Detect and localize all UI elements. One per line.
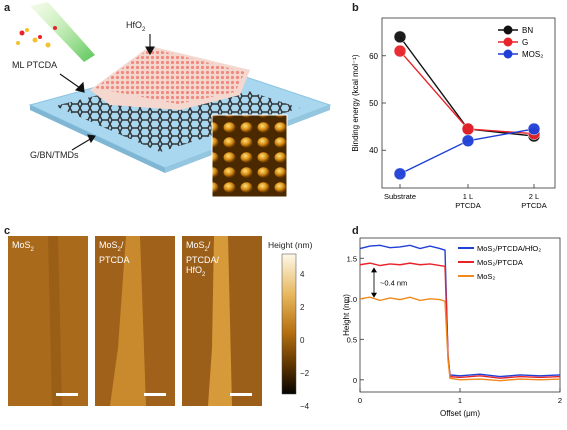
afm-image-mos2-ptcda-hfo2 xyxy=(182,236,262,406)
afm-label-2: MoS2/ PTCDA xyxy=(99,240,130,265)
legend-entry: MoS₂ xyxy=(477,272,495,281)
legend-entry: G xyxy=(522,38,528,47)
data-point xyxy=(393,44,407,58)
x-tick-label: 2 L xyxy=(529,192,539,201)
y-tick-label: 1.0 xyxy=(347,295,357,304)
afm-label-3: MoS2/ PTCDA/ HfO2 xyxy=(186,240,220,278)
data-point xyxy=(461,134,475,148)
x-tick-label: 1 xyxy=(458,396,462,405)
afm-inset-image xyxy=(211,114,288,198)
height-profile-chart: 0 0.5 1.0 1.5 0 1 2 Offset (μm) Height (nm) MoS₂/… xyxy=(342,237,562,418)
x-tick-label: PTCDA xyxy=(455,201,480,210)
series-line-0 xyxy=(399,36,535,137)
y-tick-label: 40 xyxy=(369,146,378,155)
plot-frame xyxy=(381,17,556,189)
precursor-molecules-icon xyxy=(16,26,57,48)
legend-entry: MoS₂/PTCDA/HfO₂ xyxy=(477,244,541,253)
colorbar-tick: 2 xyxy=(300,303,305,312)
data-point xyxy=(393,167,407,181)
y-tick-label: 50 xyxy=(369,99,378,108)
y-tick-label: 1.5 xyxy=(347,254,357,263)
panel-label-a: a xyxy=(4,2,11,14)
y-tick-label: 60 xyxy=(369,52,378,61)
x-axis-label: Offset (μm) xyxy=(440,409,480,418)
x-tick-label: 1 L xyxy=(463,192,473,201)
scale-bar xyxy=(230,393,252,396)
x-tick-label: PTCDA xyxy=(521,201,546,210)
y-tick-label: 0 xyxy=(353,376,357,385)
scale-bar xyxy=(144,393,166,396)
colorbar-tick: 4 xyxy=(300,270,305,279)
panel-label-c: c xyxy=(4,225,11,237)
panel-c-afm xyxy=(8,236,297,406)
data-point xyxy=(527,122,541,136)
colorbar-ticks: 4 2 0 −2 −4 xyxy=(300,258,309,423)
legend-entry: MOS₂ xyxy=(522,50,543,59)
annotation-arrow-head xyxy=(371,267,377,273)
profile-line-0 xyxy=(359,244,561,378)
hfo2-label: HfO2 xyxy=(126,20,146,33)
afm-image-mos2 xyxy=(8,236,88,406)
afm-label-1: MoS2 xyxy=(12,240,34,253)
substrate-label: G/BN/TMDs xyxy=(30,150,79,160)
x-tick-label: 2 xyxy=(558,396,562,405)
colorbar-tick: −4 xyxy=(300,402,310,411)
panel-label-d: d xyxy=(352,225,359,237)
afm-image-mos2-ptcda xyxy=(95,236,175,406)
panel-a-schematic xyxy=(16,2,332,198)
ml-ptcda-label: ML PTCDA xyxy=(12,60,58,70)
y-tick-label: 0.5 xyxy=(347,335,357,344)
annotation-text: ~0.4 nm xyxy=(380,279,407,288)
x-tick-label: 0 xyxy=(358,396,362,405)
data-point xyxy=(393,30,407,44)
profile-line-2 xyxy=(359,296,561,382)
deposition-beam-icon xyxy=(30,2,95,62)
profile-line-1 xyxy=(359,262,561,379)
scale-bar xyxy=(56,393,78,396)
legend-entry: BN xyxy=(522,26,533,35)
legend-marker xyxy=(503,25,513,35)
data-point xyxy=(461,122,475,136)
colorbar-tick: 0 xyxy=(300,336,305,345)
legend-entry: MoS₂/PTCDA xyxy=(477,258,523,267)
colorbar-title: Height (nm) xyxy=(268,240,313,250)
y-axis-label: Height (nm) xyxy=(342,294,351,336)
legend-marker xyxy=(503,49,513,59)
x-tick-label: Substrate xyxy=(384,192,416,201)
height-colorbar xyxy=(281,253,297,395)
panel-label-b: b xyxy=(352,2,359,14)
annotation-arrow-head xyxy=(371,292,377,298)
y-axis-label: Binding energy (kcal mol⁻¹) xyxy=(351,54,360,151)
legend-marker xyxy=(503,37,513,47)
colorbar-tick: −2 xyxy=(300,369,310,378)
